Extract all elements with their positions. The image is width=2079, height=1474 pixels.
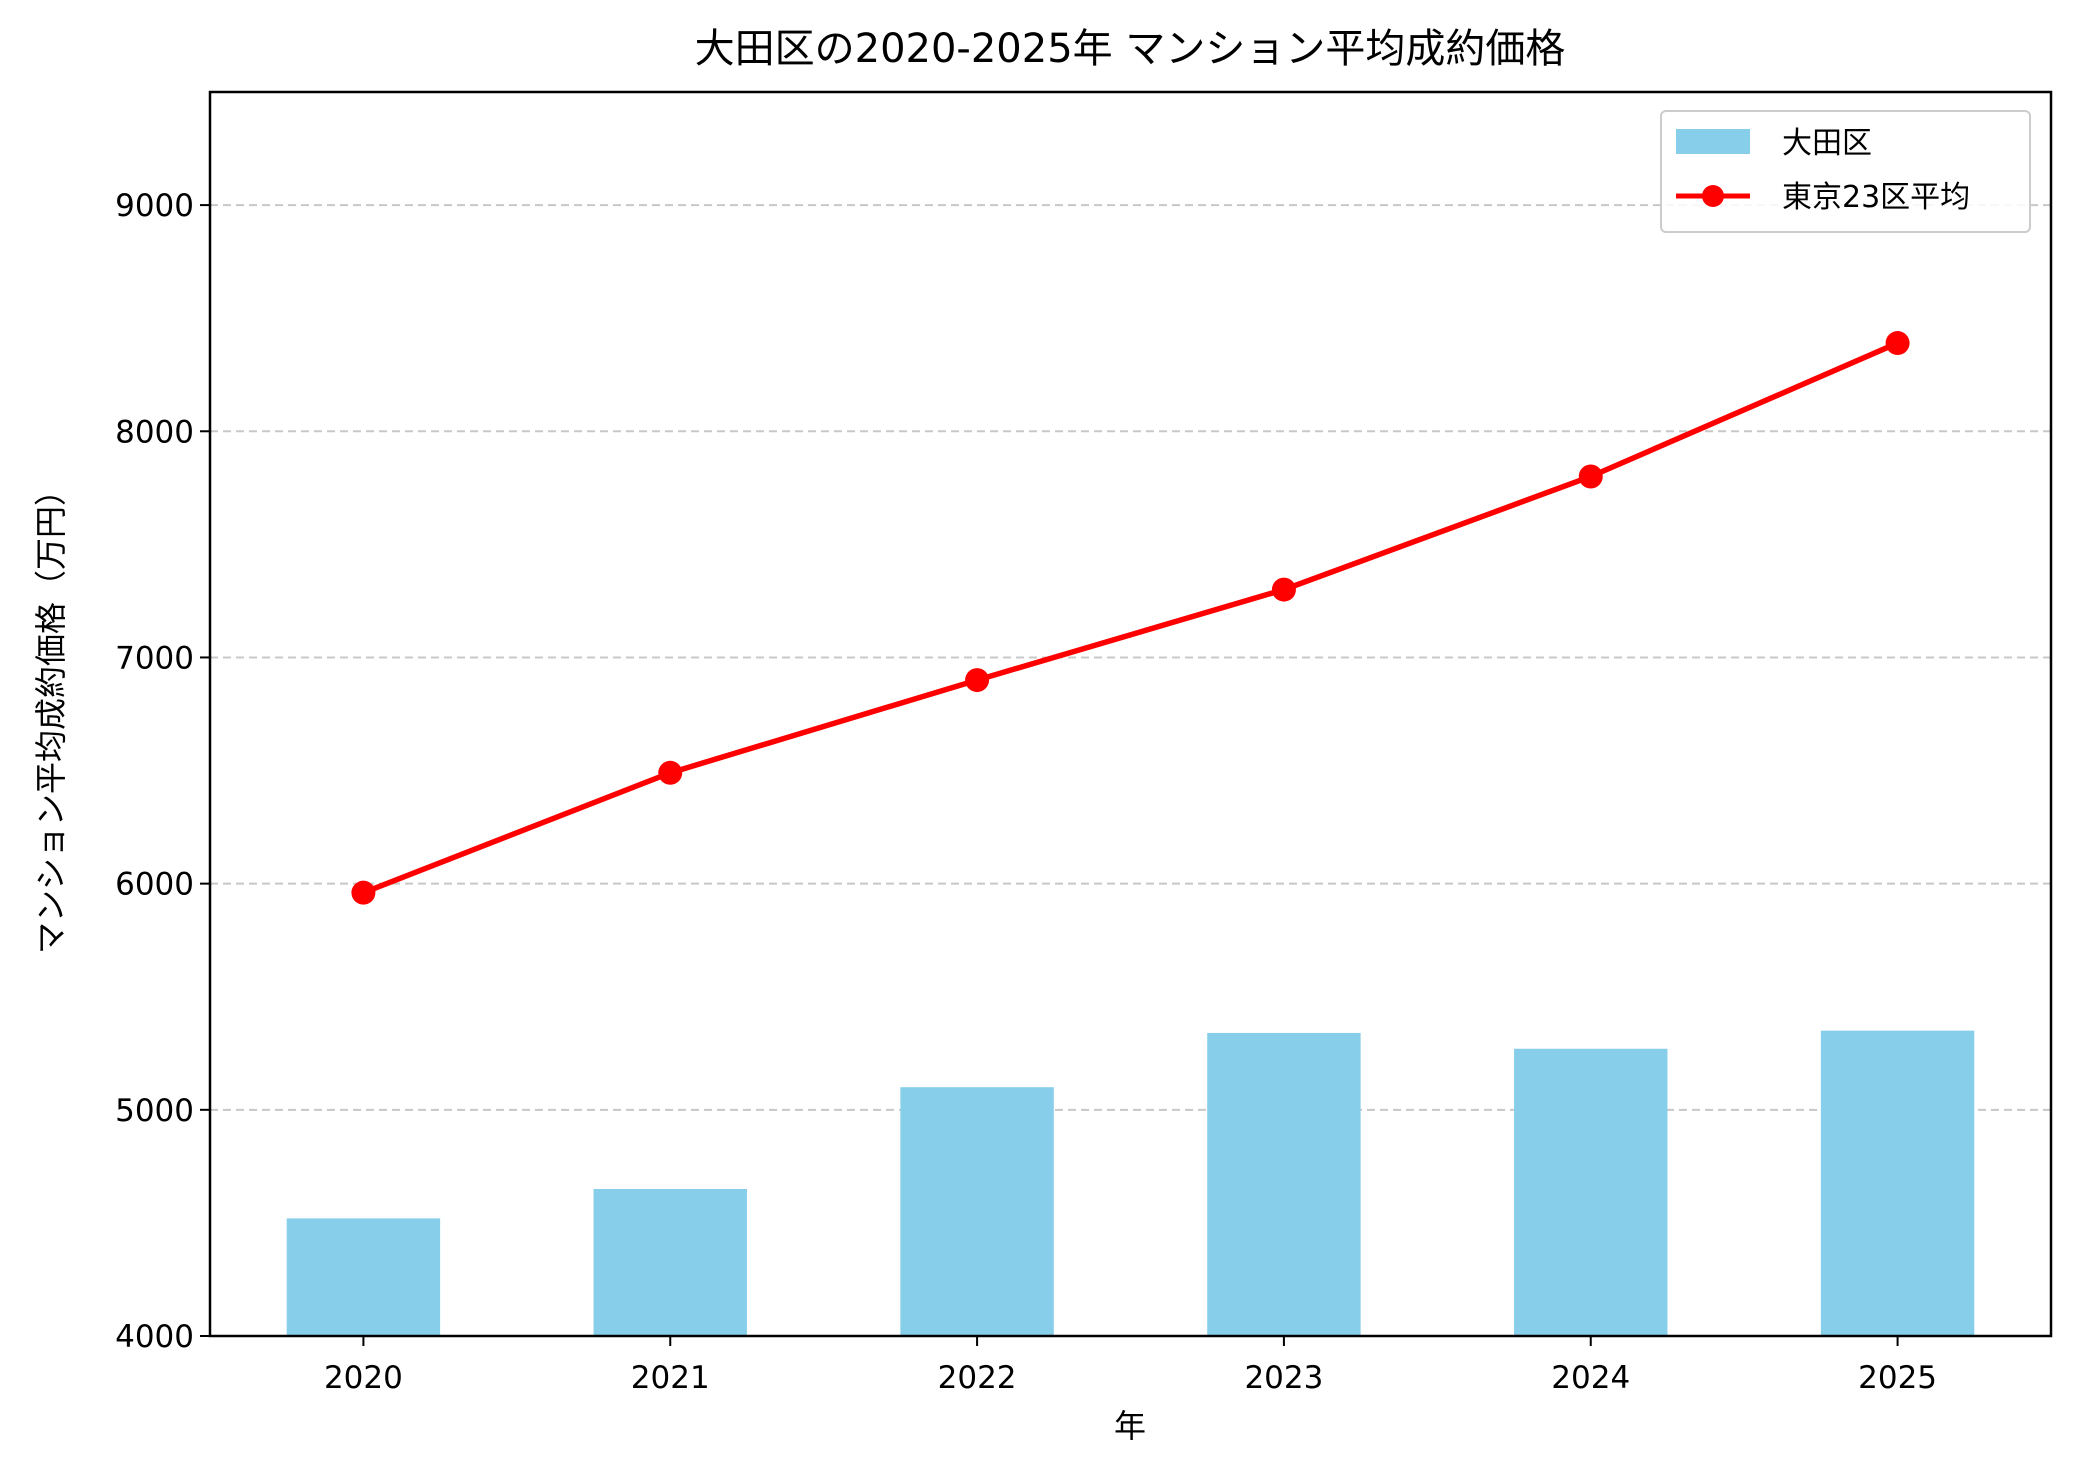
bar: [900, 1087, 1054, 1336]
x-axis-label: 年: [1114, 1407, 1146, 1445]
line-marker: [658, 760, 683, 785]
bar: [1514, 1048, 1668, 1336]
line-marker: [965, 668, 990, 693]
line-marker: [1885, 331, 1910, 356]
chart-title: 大田区の2020-2025年 マンション平均成約価格: [695, 26, 1566, 72]
line-marker: [1271, 577, 1296, 602]
bar: [1820, 1030, 1975, 1336]
legend-marker: [1702, 185, 1724, 207]
y-tick-label: 5000: [115, 1093, 194, 1129]
y-tick-label: 4000: [115, 1319, 194, 1355]
x-tick-label: 2021: [631, 1360, 710, 1396]
x-tick-label: 2020: [324, 1360, 403, 1396]
line-marker: [1578, 464, 1603, 489]
series-line: [362, 340, 1899, 896]
y-axis-label: マンション平均成約価格（万円）: [32, 474, 70, 954]
legend-label-bar: 大田区: [1782, 126, 1872, 161]
x-tick-label: 2022: [938, 1360, 1017, 1396]
y-tick-label: 7000: [115, 640, 194, 676]
y-tick-label: 6000: [115, 867, 194, 903]
bar: [286, 1218, 441, 1336]
bar: [1207, 1032, 1361, 1336]
y-tick-label: 8000: [115, 414, 194, 450]
y-tick-label: 9000: [115, 188, 194, 224]
legend: 大田区 東京23区平均: [1660, 110, 2031, 233]
x-tick-label: 2025: [1858, 1360, 1937, 1396]
legend-label-line: 東京23区平均: [1782, 180, 1970, 215]
x-tick-label: 2024: [1551, 1360, 1630, 1396]
legend-swatch-bar: [1676, 129, 1750, 154]
legend-box: [1660, 110, 2031, 233]
line-marker: [351, 880, 376, 905]
x-tick-label: 2023: [1244, 1360, 1323, 1396]
bar: [593, 1188, 747, 1336]
axes-frame: [208, 90, 2053, 1338]
